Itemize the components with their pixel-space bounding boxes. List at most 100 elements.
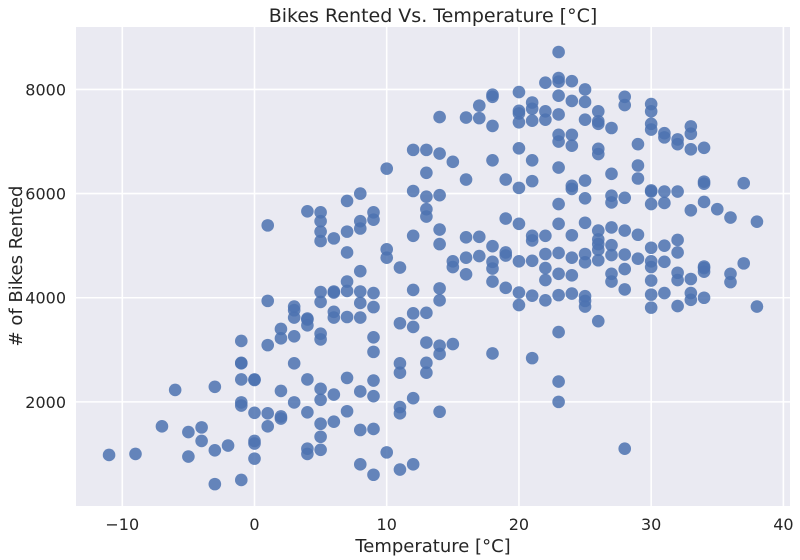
scatter-point [512, 286, 526, 299]
scatter-point [314, 295, 327, 309]
scatter-point [539, 273, 552, 287]
scatter-point [618, 283, 632, 296]
scatter-point [512, 217, 526, 231]
scatter-point [552, 71, 565, 85]
scatter-point [486, 153, 499, 167]
scatter-point [314, 430, 327, 444]
scatter-point [446, 337, 460, 351]
scatter-point [631, 172, 645, 185]
scatter-point [499, 173, 513, 186]
scatter-point [552, 395, 565, 409]
scatter-point [406, 307, 420, 320]
scatter-point [605, 167, 618, 181]
scatter-point [578, 216, 592, 230]
scatter-point [644, 197, 658, 211]
scatter-point [420, 190, 433, 204]
scatter-point [314, 382, 327, 396]
scatter-point [433, 110, 446, 124]
scatter-point [658, 185, 671, 198]
scatter-point [208, 380, 222, 394]
scatter-point [314, 225, 327, 238]
scatter-point [353, 311, 367, 324]
scatter-point [618, 90, 632, 104]
scatter-point [340, 194, 354, 208]
scatter-point [208, 477, 222, 491]
scatter-point [248, 434, 261, 448]
scatter-point [340, 246, 354, 259]
scatter-point [697, 291, 711, 305]
scatter-point [671, 185, 684, 198]
scatter-point [301, 312, 314, 325]
scatter-point [605, 238, 618, 252]
scatter-point [327, 285, 341, 298]
scatter-point [353, 296, 367, 310]
scatter-point [261, 338, 275, 352]
scatter-point [221, 439, 235, 452]
scatter-point [671, 299, 684, 313]
scatter-point [486, 255, 499, 269]
scatter-point [565, 94, 579, 108]
scatter-point [393, 261, 407, 274]
scatter-point [618, 442, 632, 456]
scatter-point [340, 404, 354, 418]
scatter-point [684, 120, 698, 133]
scatter-point [406, 283, 420, 297]
scatter-point [433, 223, 446, 236]
scatter-point [420, 366, 433, 380]
y-axis-title: # of Bikes Rented [6, 186, 27, 347]
scatter-point [486, 88, 499, 101]
scatter-point [433, 237, 446, 251]
scatter-point [710, 202, 724, 216]
scatter-point [697, 260, 711, 273]
scatter-point [565, 287, 579, 300]
scatter-point [234, 473, 248, 487]
scatter-point [684, 203, 698, 217]
scatter-point [697, 141, 711, 155]
scatter-point [102, 448, 116, 462]
scatter-point [367, 422, 380, 436]
scatter-point [512, 85, 526, 99]
scatter-point [552, 375, 565, 388]
scatter-point [499, 281, 513, 295]
scatter-point [591, 105, 605, 118]
x-tick-labels: −10 0 10 20 30 40 [105, 515, 793, 534]
scatter-point [552, 89, 565, 103]
scatter-point [644, 97, 658, 111]
scatter-point [684, 143, 698, 156]
scatter-point [578, 113, 592, 126]
scatter-point [539, 247, 552, 261]
scatter-point [327, 388, 341, 401]
scatter-point [301, 205, 314, 218]
scatter-point [631, 137, 645, 151]
scatter-point [486, 347, 499, 360]
scatter-point [433, 282, 446, 295]
scatter-point [552, 128, 565, 142]
scatter-point [261, 420, 275, 433]
scatter-point [446, 155, 460, 169]
scatter-point [578, 289, 592, 303]
scatter-point [420, 143, 433, 157]
scatter-point [393, 357, 407, 370]
scatter-point [525, 351, 539, 365]
scatter-point [605, 267, 618, 281]
scatter-point [367, 286, 380, 300]
scatter-point [472, 230, 486, 244]
scatter-point [684, 272, 698, 286]
grid-lines [76, 27, 790, 506]
scatter-point [512, 142, 526, 155]
scatter-point [340, 225, 354, 238]
scatter-point [406, 458, 420, 471]
scatter-point [459, 173, 473, 186]
scatter-point [525, 254, 539, 268]
scatter-point [393, 366, 407, 380]
scatter-point [420, 202, 433, 216]
scatter-point [578, 174, 592, 187]
scatter-point [353, 187, 367, 200]
scatter-point [393, 316, 407, 330]
y-tick-label: 8000 [25, 80, 66, 99]
scatter-point [420, 166, 433, 180]
scatter-point [737, 257, 751, 270]
scatter-point [539, 294, 552, 307]
scatter-point [658, 239, 671, 252]
scatter-point [274, 322, 288, 336]
